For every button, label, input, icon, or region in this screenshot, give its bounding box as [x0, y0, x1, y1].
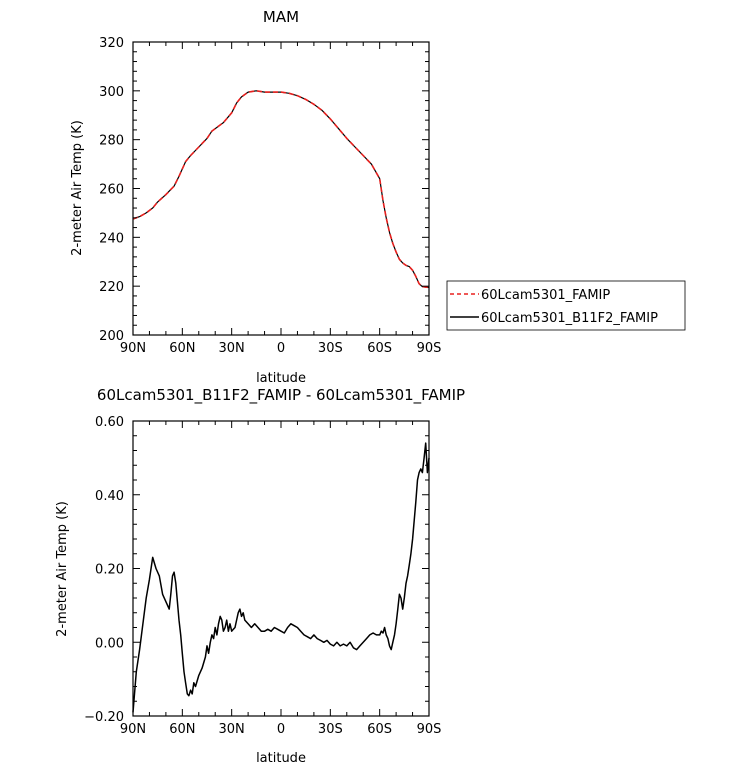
top-x-tick-label: 90N: [120, 341, 146, 356]
bottom-panel: 60Lcam5301_B11F2_FAMIP - 60Lcam5301_FAMI…: [55, 386, 465, 766]
bottom-x-tick-label: 60N: [169, 722, 195, 737]
top-y-tick-label: 220: [99, 280, 124, 295]
bottom-y-tick-label: −0.20: [84, 710, 124, 725]
bottom-x-tick-label: 90S: [417, 722, 442, 737]
top-y-tick-label: 280: [99, 134, 124, 149]
top-panel: MAM 2-meter Air Temp (K) latitude 90N 60N…: [70, 8, 441, 386]
bottom-chart-x-axis-label: latitude: [256, 751, 306, 766]
top-y-tick-label: 300: [99, 85, 124, 100]
top-y-tick-label: 200: [99, 329, 124, 344]
legend-entry-famip: 60Lcam5301_FAMIP: [481, 288, 610, 303]
top-chart-title: MAM: [263, 8, 299, 26]
bottom-y-tick-label: 0.60: [95, 415, 124, 430]
top-y-tick-label: 260: [99, 183, 124, 198]
bottom-x-tick-label: 30N: [219, 722, 245, 737]
top-x-tick-label: 60S: [367, 341, 392, 356]
bottom-x-tick-label: 30S: [318, 722, 343, 737]
top-x-tick-label: 30N: [219, 341, 245, 356]
legend-entry-b11f2: 60Lcam5301_B11F2_FAMIP: [481, 311, 658, 326]
legend-box: [446, 280, 686, 331]
bottom-x-tick-label: 0: [277, 722, 285, 737]
top-chart-x-axis-label: latitude: [256, 371, 306, 386]
bottom-chart-y-axis-label: 2-meter Air Temp (K): [55, 501, 70, 637]
bottom-x-tick-label: 90N: [120, 722, 146, 737]
top-x-tick-label: 30S: [318, 341, 343, 356]
top-x-tick-label: 60N: [169, 341, 195, 356]
series-line-b11f2: [132, 90, 430, 288]
series-line-famip: [132, 90, 430, 289]
bottom-x-tick-label: 60S: [367, 722, 392, 737]
top-y-tick-label: 320: [99, 36, 124, 51]
top-chart-frame: [132, 41, 430, 336]
bottom-y-tick-label: 0.20: [95, 563, 124, 578]
bottom-chart-frame: [132, 420, 430, 717]
difference-series-line: [132, 442, 430, 713]
bottom-y-tick-label: 0.40: [95, 489, 124, 504]
legend: 60Lcam5301_FAMIP 60Lcam5301_B11F2_FAMIP: [446, 280, 686, 331]
bottom-chart-title: 60Lcam5301_B11F2_FAMIP - 60Lcam5301_FAMI…: [97, 386, 465, 405]
top-x-tick-label: 0: [277, 341, 285, 356]
top-y-tick-label: 240: [99, 231, 124, 246]
bottom-y-tick-label: 0.00: [95, 636, 124, 651]
top-x-tick-label: 90S: [417, 341, 442, 356]
top-chart-y-axis-label: 2-meter Air Temp (K): [70, 120, 85, 256]
